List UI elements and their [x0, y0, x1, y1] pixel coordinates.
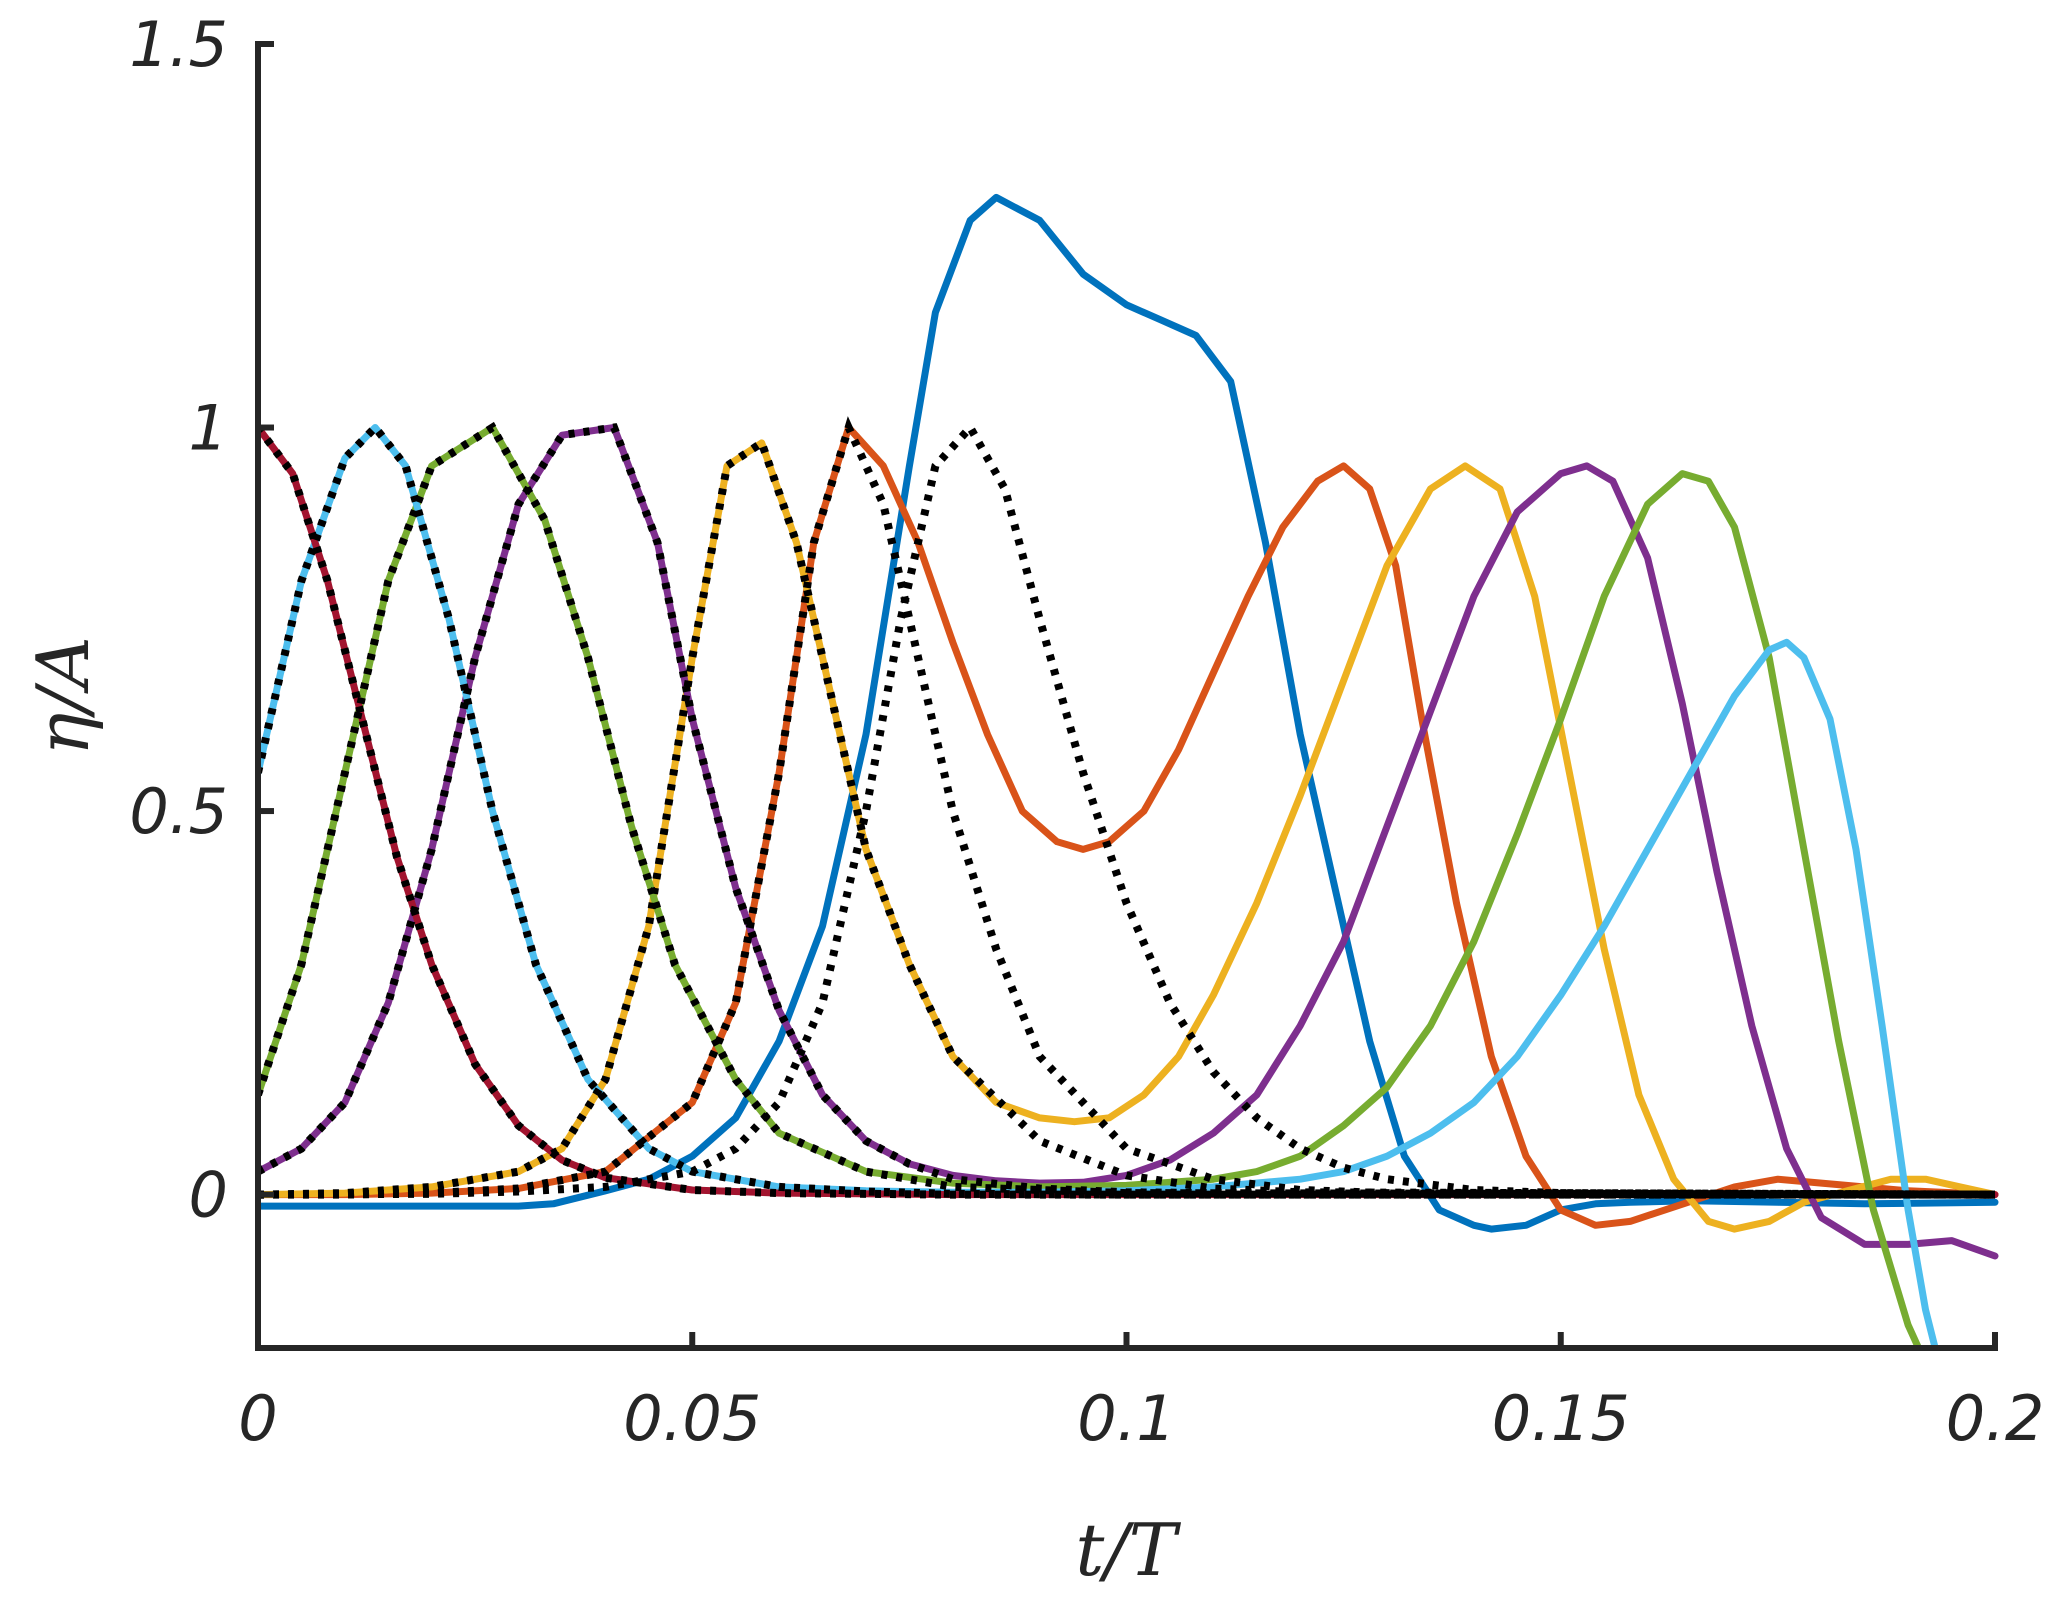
series-line-4: [258, 424, 1923, 1348]
series-line-2: [258, 439, 1999, 1233]
y-tick-label: 1: [189, 392, 228, 465]
series-dotted-line-9: [258, 421, 1996, 1199]
y-tick-label: 1.5: [129, 8, 228, 81]
y-ticks: 0 0.5 1 1.5: [129, 8, 274, 1232]
series-dotted-line-8: [258, 421, 1995, 1199]
series-dotted-line-7: [258, 425, 1995, 1199]
y-axis-label: η/A: [21, 636, 105, 755]
x-tick-label: 0.05: [623, 1382, 761, 1455]
series-layer: [258, 193, 1999, 1348]
x-ticks: 0 0.05 0.1 0.15 0.2: [238, 1332, 2044, 1455]
y-tick-label: 0: [189, 1159, 228, 1232]
series-line-3: [258, 424, 1999, 1260]
x-tick-label: 0: [238, 1382, 277, 1455]
x-tick-label: 0.1: [1077, 1382, 1176, 1455]
y-tick-label: 0.5: [129, 775, 228, 848]
series-dotted-line-12: [258, 416, 1996, 1199]
series-dotted-line-13: [258, 420, 1996, 1199]
series-line-6: [258, 424, 1999, 1199]
series-line-5: [258, 424, 1939, 1348]
x-tick-label: 0.15: [1492, 1382, 1630, 1455]
x-axis-label: t/T: [1075, 1508, 1181, 1592]
series-dotted-line-11: [258, 436, 1996, 1199]
series-dotted-line-10: [258, 423, 1996, 1199]
x-tick-label: 0.2: [1946, 1382, 2045, 1455]
series-line-0: [258, 193, 1999, 1233]
